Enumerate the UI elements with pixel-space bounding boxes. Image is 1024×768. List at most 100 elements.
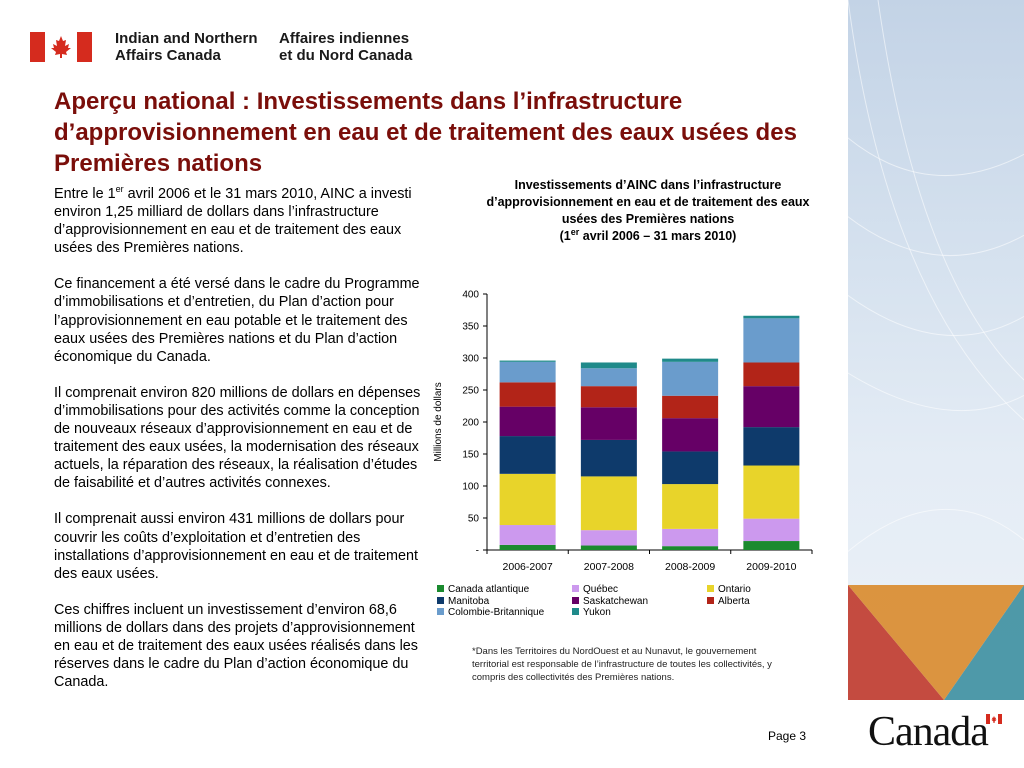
decorative-graphic: [848, 0, 1024, 768]
x-tick-label: 2008-2009: [665, 561, 715, 573]
dept-fr-line1: Affaires indiennes: [279, 30, 410, 47]
wordmark-flag-icon: [986, 714, 1002, 724]
bar-segment: [662, 361, 719, 396]
y-tick-label: 200: [462, 418, 479, 429]
stacked-bar-chart: - 50 100 150 200 250 300 350 400 Millions de doll…: [433, 290, 813, 573]
chart-title: Investissements d’AINC dans l’infrastruc…: [458, 177, 838, 245]
y-tick-label: 100: [462, 482, 479, 493]
y-tick-label: 350: [462, 322, 479, 333]
bar-segment: [580, 545, 637, 550]
canada-flag-icon: [30, 32, 92, 62]
bar-segment: [580, 362, 637, 369]
dept-fr-line2: et du Nord Canada: [279, 47, 413, 64]
legend-swatch: [572, 608, 579, 615]
legend-label: Canada atlantique: [448, 584, 530, 595]
y-tick-label: 250: [462, 386, 479, 397]
deco-orange-shape: [848, 585, 1024, 700]
paragraph-2: Ce financement a été versé dans le cadre…: [54, 276, 420, 365]
body-text: Entre le 1er avril 2006 et le 31 mars 20…: [54, 185, 426, 709]
y-tick-label: -: [476, 546, 479, 557]
bar-segment: [499, 525, 556, 545]
bar-segment: [662, 546, 719, 550]
bar-segment: [743, 315, 800, 319]
y-tick-label: 50: [468, 514, 480, 525]
decorative-side-panel: [848, 0, 1024, 768]
paragraph-1: Entre le 1er avril 2006 et le 31 mars 20…: [54, 185, 426, 257]
bar-segment: [743, 465, 800, 519]
bar-segment: [580, 530, 637, 546]
bar-segment: [743, 318, 800, 363]
bar-segment: [662, 358, 719, 362]
page-number: Page 3: [768, 729, 807, 743]
dept-en-line2: Affairs Canada: [115, 47, 221, 64]
bar-segment: [743, 386, 800, 428]
bar-segment: [499, 436, 556, 474]
legend-swatch: [572, 585, 579, 592]
paragraph-1-end: avril 2006 et le 31 mars 2010, AINC a in…: [54, 186, 412, 257]
chart-title-line4: (1er avril 2006 – 31 mars 2010): [458, 226, 838, 245]
legend-swatch: [437, 585, 444, 592]
chart-title-line1: Investissements d’AINC dans l’infrastruc…: [514, 178, 782, 192]
legend-label: Alberta: [718, 595, 750, 607]
legend-item: Manitoba: [437, 596, 489, 608]
legend-swatch: [572, 596, 579, 604]
bar-segment: [662, 528, 719, 547]
bar-segment: [499, 360, 556, 362]
bar-segment: [662, 395, 719, 419]
bar-segment: [580, 368, 637, 387]
canada-wordmark: Canada: [868, 709, 989, 755]
bar-segment: [580, 407, 637, 440]
legend-item: Canada atlantique: [437, 584, 529, 596]
legend-label: Ontario: [718, 584, 751, 595]
x-tick-label: 2009-2010: [746, 561, 796, 573]
legend-label: Manitoba: [448, 595, 490, 607]
bar-segment: [743, 362, 800, 387]
legend-swatch: [707, 585, 714, 592]
paragraph-1-start: Entre le 1: [54, 186, 116, 202]
x-tick-label: 2006-2007: [503, 561, 553, 573]
footnote: *Dans les Territoires du NordOuest et au…: [472, 646, 772, 683]
paragraph-5: Ces chiffres incluent un investissement …: [54, 601, 418, 691]
legend-item: Alberta: [707, 596, 750, 608]
chart-title-line2: d’approvisionnement en eau et de traitem…: [486, 195, 810, 209]
bar-segment: [743, 518, 800, 542]
legend-label: Saskatchewan: [583, 595, 649, 607]
legend-item: Québec: [572, 584, 618, 596]
chart-title-superscript: er: [570, 226, 580, 237]
y-tick-label: 150: [462, 450, 479, 461]
legend-label: Yukon: [583, 607, 611, 618]
bar-segment: [743, 541, 800, 550]
dept-en-line1: Indian and Northern: [115, 30, 258, 47]
legend-label: Colombie-Britannique: [448, 607, 545, 618]
paragraph-4: Il comprenait aussi environ 431 millions…: [54, 511, 418, 582]
legend-swatch: [707, 596, 714, 604]
bar-segment: [499, 382, 556, 407]
bar-segment: [662, 484, 719, 529]
legend-item: Saskatchewan: [572, 596, 648, 608]
bar-segment: [499, 473, 556, 526]
y-axis-label: Millions de dollars: [433, 382, 444, 461]
chart-title-line3: usées des Premières nations: [561, 212, 735, 226]
bar-segment: [580, 386, 637, 408]
legend-swatch: [437, 596, 444, 604]
bar-segment: [580, 476, 637, 531]
y-tick-label: 400: [462, 290, 479, 301]
bar-segment: [662, 451, 719, 485]
chart-title-line4-end: avril 2006 – 31 mars 2010): [579, 229, 737, 243]
bar-segment: [743, 427, 800, 466]
department-name-french: Affaires indiennes et du Nord Canada: [279, 30, 412, 64]
legend-item: Yukon: [572, 607, 611, 619]
paragraph-1-superscript: er: [115, 184, 124, 195]
bar-segment: [499, 406, 556, 437]
legend-label: Québec: [583, 584, 619, 595]
chart-title-line4-start: (1: [559, 229, 571, 243]
legend-item: Colombie-Britannique: [437, 607, 544, 619]
bar-segment: [499, 544, 556, 550]
bar-segment: [499, 361, 556, 383]
bar-segment: [662, 418, 719, 452]
x-tick-label: 2007-2008: [584, 561, 634, 573]
y-tick-label: 300: [462, 354, 479, 365]
department-name-english: Indian and Northern Affairs Canada: [115, 30, 258, 64]
bar-segment: [580, 439, 637, 477]
